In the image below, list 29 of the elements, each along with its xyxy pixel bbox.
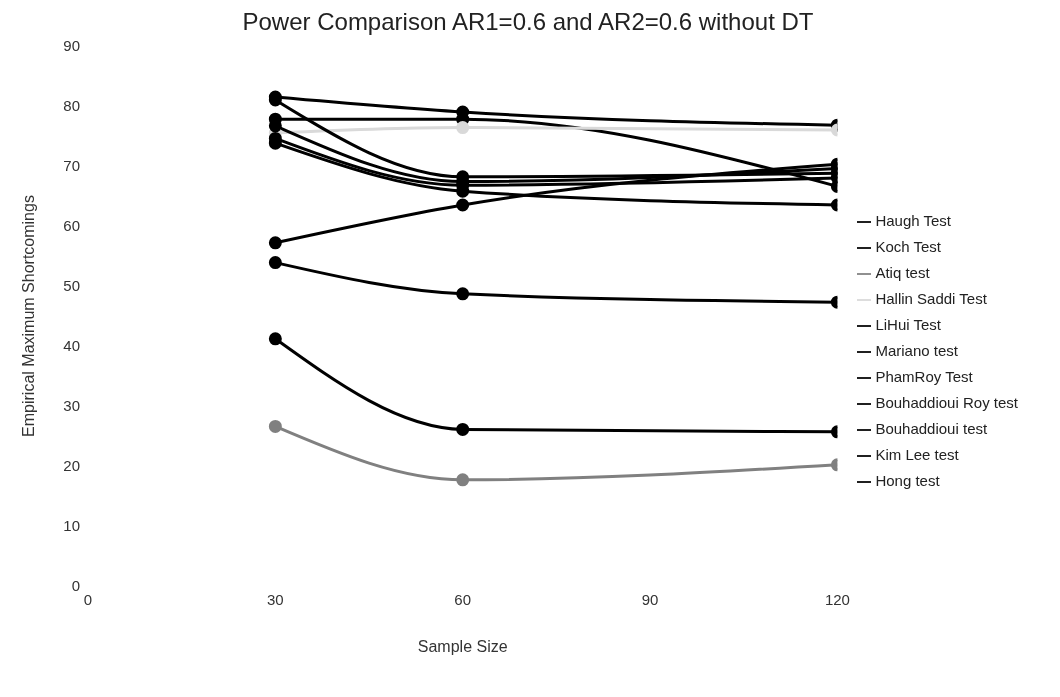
x-tick-label: 90 <box>641 590 659 608</box>
x-tick-label: 120 <box>824 590 850 608</box>
y-tick-label: 60 <box>63 217 80 235</box>
legend-label: Bouhaddioui test <box>875 420 988 437</box>
legend-label: Bouhaddioui Roy test <box>875 394 1018 411</box>
chart-title: Power Comparison AR1=0.6 and AR2=0.6 without DT <box>241 8 815 36</box>
legend-label: Mariano test <box>875 342 958 359</box>
legend-label: Hong test <box>875 472 940 489</box>
legend-label: LiHui Test <box>875 316 941 333</box>
y-tick-label: 10 <box>63 517 80 535</box>
legend-label: Haugh Test <box>875 212 951 229</box>
x-tick-label: 0 <box>83 590 93 608</box>
x-tick-label: 30 <box>267 590 284 608</box>
x-axis-title: Sample Size <box>417 638 508 656</box>
legend-label: PhamRoy Test <box>875 368 973 385</box>
y-axis-title: Empirical Maximum Shortcomings <box>19 195 37 437</box>
y-tick-label: 50 <box>63 277 80 295</box>
legend-label: Hallin Saddi Test <box>875 290 987 307</box>
legend-label: Kim Lee test <box>875 446 959 463</box>
y-tick-label: 80 <box>63 97 80 115</box>
y-tick-label: 20 <box>63 457 80 475</box>
y-tick-label: 90 <box>63 37 80 55</box>
y-tick-label: 70 <box>63 157 80 175</box>
y-tick-label: 0 <box>71 577 80 595</box>
legend-label: Koch Test <box>875 238 941 255</box>
y-tick-label: 30 <box>63 397 80 415</box>
x-tick-label: 60 <box>454 590 472 608</box>
y-tick-label: 40 <box>63 337 80 355</box>
legend-label: Atiq test <box>875 264 930 281</box>
